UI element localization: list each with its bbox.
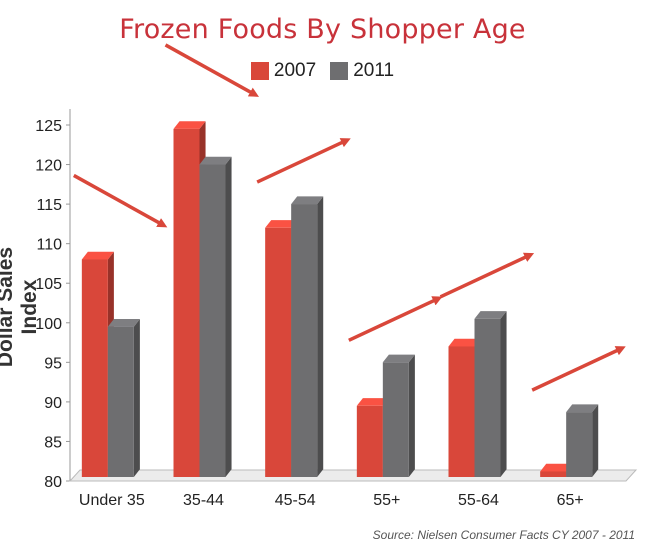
bar-2007-0 bbox=[81, 251, 114, 477]
x-tick-label: 55-64 bbox=[458, 492, 499, 509]
trend-arrow-up bbox=[256, 138, 351, 184]
y-tick-label: 115 bbox=[36, 197, 62, 214]
legend-label-2011: 2011 bbox=[353, 60, 395, 81]
x-tick-label: 65+ bbox=[557, 492, 584, 509]
trend-arrows bbox=[72, 43, 626, 392]
trend-arrow-down bbox=[164, 43, 259, 97]
trend-arrow-up bbox=[348, 296, 443, 342]
y-tick-label: 80 bbox=[44, 474, 62, 491]
x-tick-label: Under 35 bbox=[79, 492, 145, 509]
y-tick-label: 120 bbox=[35, 158, 62, 175]
trend-arrow-up bbox=[439, 252, 535, 299]
legend-swatch-2011 bbox=[330, 62, 349, 80]
legend-entry-2011: 2011 bbox=[330, 60, 394, 82]
bars bbox=[81, 121, 599, 478]
y-tick-label: 105 bbox=[35, 276, 62, 293]
x-tick-label: 35-44 bbox=[183, 492, 224, 509]
source-note: Source: Nielsen Consumer Facts CY 2007 -… bbox=[372, 528, 635, 542]
bar-2011-3 bbox=[382, 354, 415, 477]
x-tick-label: 55+ bbox=[373, 492, 400, 509]
chart-title: Frozen Foods By Shopper Age bbox=[119, 14, 526, 45]
bar-2011-4 bbox=[474, 311, 507, 477]
bar-2011-1 bbox=[199, 156, 232, 478]
bar-2011-2 bbox=[291, 196, 324, 478]
trend-arrow-down bbox=[72, 173, 168, 228]
y-tick-label: 125 bbox=[35, 118, 62, 135]
y-tick-label: 95 bbox=[44, 355, 62, 372]
bar-2011-5 bbox=[566, 404, 599, 477]
legend-swatch-2007 bbox=[250, 62, 269, 80]
y-tick-label: 110 bbox=[36, 237, 62, 254]
bar-2011-0 bbox=[107, 318, 140, 477]
y-tick-label: 90 bbox=[44, 395, 62, 412]
legend-label-2007: 2007 bbox=[273, 60, 317, 81]
trend-arrow-up bbox=[531, 346, 626, 392]
legend-entry-2007: 2007 bbox=[250, 60, 317, 82]
y-tick-label: 100 bbox=[35, 316, 62, 333]
legend: 2007 2011 bbox=[0, 60, 645, 82]
y-tick-label: 85 bbox=[44, 434, 62, 451]
x-tick-label: 45-54 bbox=[275, 492, 316, 509]
